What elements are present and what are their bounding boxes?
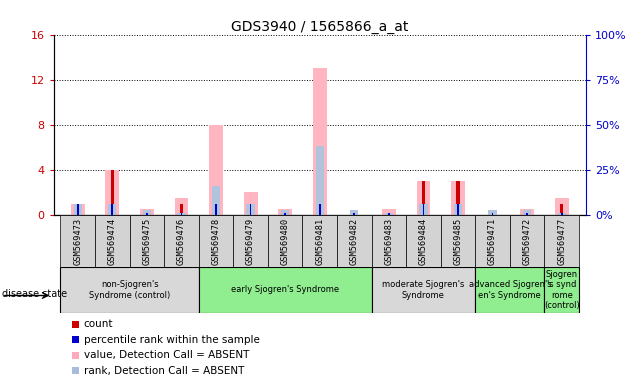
Text: value, Detection Call = ABSENT: value, Detection Call = ABSENT <box>84 350 249 360</box>
Text: GSM569475: GSM569475 <box>142 218 151 265</box>
Bar <box>420 204 428 215</box>
Text: GSM569481: GSM569481 <box>315 218 324 265</box>
Bar <box>319 204 321 215</box>
Bar <box>382 209 396 215</box>
Bar <box>112 204 113 215</box>
Bar <box>350 210 358 215</box>
Bar <box>451 181 465 215</box>
Text: GSM569478: GSM569478 <box>212 218 220 265</box>
Text: advanced Sjogren's
en's Syndrome: advanced Sjogren's en's Syndrome <box>469 280 551 300</box>
Bar <box>284 213 286 215</box>
Bar <box>406 215 441 267</box>
Bar <box>520 209 534 215</box>
Bar <box>491 213 493 215</box>
Text: GSM569482: GSM569482 <box>350 218 359 265</box>
Bar <box>510 215 544 267</box>
Text: GSM569480: GSM569480 <box>280 218 290 265</box>
Bar <box>209 125 223 215</box>
Bar <box>475 267 544 313</box>
Bar <box>416 181 430 215</box>
Text: GSM569479: GSM569479 <box>246 218 255 265</box>
Bar <box>281 210 289 215</box>
Text: early Sjogren's Syndrome: early Sjogren's Syndrome <box>231 285 339 295</box>
Bar <box>423 204 424 215</box>
Bar <box>313 68 326 215</box>
Bar <box>198 215 233 267</box>
Bar <box>181 213 182 215</box>
Bar <box>164 215 198 267</box>
Text: GSM569476: GSM569476 <box>177 218 186 265</box>
Bar <box>249 204 251 215</box>
Bar <box>60 267 198 313</box>
Text: rank, Detection Call = ABSENT: rank, Detection Call = ABSENT <box>84 366 244 376</box>
Bar <box>76 204 79 215</box>
Bar <box>268 215 302 267</box>
Bar <box>302 215 337 267</box>
Bar <box>215 204 217 215</box>
Text: GSM569477: GSM569477 <box>557 218 566 265</box>
Bar <box>457 204 459 215</box>
Bar <box>111 170 114 215</box>
Bar <box>108 204 117 215</box>
Text: GSM569473: GSM569473 <box>73 218 83 265</box>
Text: moderate Sjogren's
Syndrome: moderate Sjogren's Syndrome <box>382 280 464 300</box>
Bar <box>246 204 255 215</box>
Bar <box>353 213 355 215</box>
Bar <box>526 213 528 215</box>
Bar <box>488 210 496 215</box>
Bar <box>558 213 566 215</box>
Bar <box>143 210 151 215</box>
Text: GSM569483: GSM569483 <box>384 218 393 265</box>
Bar <box>180 204 183 215</box>
Bar <box>555 198 569 215</box>
Text: GSM569472: GSM569472 <box>523 218 532 265</box>
Bar <box>175 198 188 215</box>
Bar <box>523 210 531 215</box>
Bar <box>278 209 292 215</box>
Bar <box>140 209 154 215</box>
Bar <box>130 215 164 267</box>
Text: non-Sjogren's
Syndrome (control): non-Sjogren's Syndrome (control) <box>89 280 170 300</box>
Text: Sjogren
's synd
rome
(control): Sjogren 's synd rome (control) <box>544 270 580 310</box>
Bar <box>212 186 220 215</box>
Text: GSM569474: GSM569474 <box>108 218 117 265</box>
Bar <box>233 215 268 267</box>
Bar <box>244 192 258 215</box>
Bar <box>560 204 563 215</box>
Bar <box>475 215 510 267</box>
Text: count: count <box>84 319 113 329</box>
Bar <box>198 267 372 313</box>
Bar <box>372 267 475 313</box>
Bar <box>561 213 563 215</box>
Text: GSM569484: GSM569484 <box>419 218 428 265</box>
Bar <box>456 181 460 215</box>
Text: percentile rank within the sample: percentile rank within the sample <box>84 335 260 345</box>
Bar <box>421 181 425 215</box>
Bar <box>95 215 130 267</box>
Bar <box>441 215 475 267</box>
Bar <box>71 204 84 215</box>
Bar <box>77 204 79 215</box>
Bar <box>105 170 119 215</box>
Bar <box>60 215 95 267</box>
Bar <box>74 204 82 215</box>
Bar <box>316 146 324 215</box>
Bar <box>544 267 579 313</box>
Text: GSM569485: GSM569485 <box>454 218 462 265</box>
Text: GSM569471: GSM569471 <box>488 218 497 265</box>
Bar <box>372 215 406 267</box>
Bar <box>177 213 186 215</box>
Bar <box>146 213 148 215</box>
Bar <box>544 215 579 267</box>
Bar <box>388 213 390 215</box>
Title: GDS3940 / 1565866_a_at: GDS3940 / 1565866_a_at <box>231 20 408 33</box>
Bar <box>454 204 462 215</box>
Text: disease state: disease state <box>2 289 67 299</box>
Bar <box>385 213 393 215</box>
Bar <box>337 215 372 267</box>
